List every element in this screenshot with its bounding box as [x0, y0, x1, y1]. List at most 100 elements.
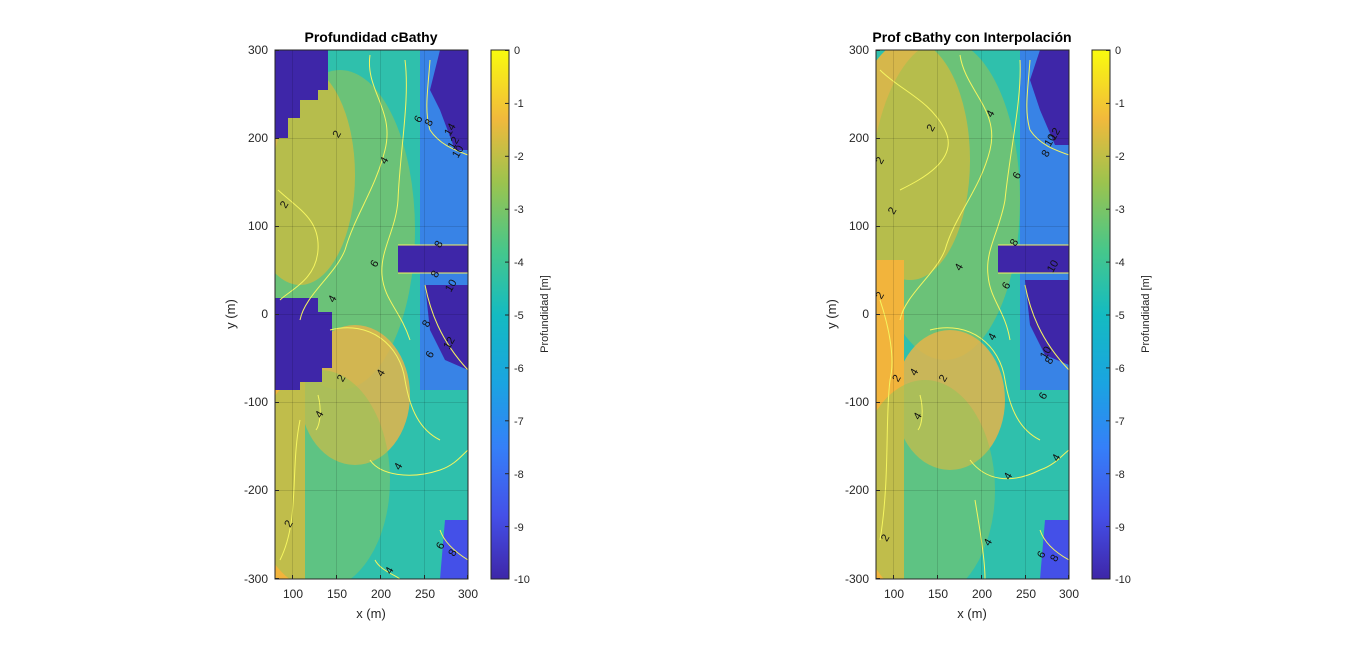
- mid-zone-south: [275, 370, 390, 579]
- y-axis-label: y (m): [824, 299, 839, 329]
- x-tick-label: 300: [458, 587, 478, 601]
- x-tick-label: 250: [415, 587, 435, 601]
- contour-lines: [879, 54, 1069, 579]
- contour-label: 4: [383, 565, 396, 576]
- contour-label: 6: [1037, 390, 1050, 401]
- contour-label: 4: [908, 367, 921, 378]
- contour-label: 4: [374, 368, 387, 379]
- contour-label: 12: [1047, 126, 1064, 143]
- colorbar-tick-label: -3: [514, 204, 524, 216]
- x-axis: 100 150 200 250 300 x (m): [884, 575, 1079, 621]
- y-tick-label: -300: [244, 572, 268, 586]
- x-axis-label: x (m): [356, 606, 386, 621]
- contour-label: 10: [443, 278, 460, 295]
- contour-label: 4: [1050, 452, 1063, 463]
- masked-no-data-center: [275, 298, 332, 390]
- colorbar-tick-label: -3: [1115, 204, 1125, 216]
- y-tick-label: 0: [261, 307, 268, 321]
- x-tick-label: 100: [884, 587, 904, 601]
- contour-line: [439, 529, 468, 561]
- contour-label: 8: [432, 239, 445, 250]
- y-tick-label: -300: [845, 572, 869, 586]
- colorbar-tick-label: -2: [1115, 151, 1125, 163]
- contour-label: 8: [429, 269, 442, 280]
- x-axis: 100 150 200 250 300 x (m): [283, 575, 478, 621]
- contour-label: 6: [412, 114, 425, 125]
- colorbar-tick-label: -2: [514, 151, 524, 163]
- deep-pocket-ne: [1030, 50, 1069, 145]
- plot-title: Profundidad cBathy: [304, 29, 437, 45]
- bathymetry-plot-interpolated: Prof cBathy con Interpolación: [824, 29, 1152, 621]
- contour-line: [277, 189, 319, 301]
- x-tick-label: 200: [371, 587, 391, 601]
- contour-line: [329, 327, 441, 441]
- x-tick-label: 300: [1059, 587, 1079, 601]
- x-tick-label: 100: [283, 587, 303, 601]
- grid-lines: [876, 50, 1069, 579]
- x-tick-label: 250: [1016, 587, 1036, 601]
- contour-line: [381, 59, 411, 341]
- colorbar-tick-label: -10: [1115, 574, 1131, 586]
- contour-label: 2: [278, 199, 291, 210]
- contour-line: [1024, 284, 1069, 371]
- y-tick-label: 200: [849, 131, 869, 145]
- contour-label: 4: [313, 409, 326, 420]
- contour-line: [987, 59, 1021, 341]
- y-tick-label: -100: [244, 395, 268, 409]
- contour-line: [369, 449, 468, 476]
- colorbar-tick-label: -7: [1115, 416, 1125, 428]
- colorbar-tick-label: -5: [514, 310, 524, 322]
- colorbar-tick-label: -7: [514, 416, 524, 428]
- colorbar-tick-label: -1: [1115, 98, 1125, 110]
- contour-label: 4: [986, 331, 999, 342]
- contour-line: [426, 59, 468, 156]
- contour-label: 8: [420, 318, 433, 329]
- contour-label: 6: [424, 349, 437, 360]
- x-tick-label: 150: [928, 587, 948, 601]
- x-axis-label: x (m): [957, 606, 987, 621]
- grid-lines: [275, 50, 468, 579]
- contour-label: 8: [1043, 355, 1056, 366]
- y-tick-label: 100: [248, 219, 268, 233]
- contour-label: 2: [331, 129, 344, 140]
- deep-pocket-east: [425, 285, 468, 370]
- mid-zone-north: [876, 50, 1020, 360]
- plot-title: Prof cBathy con Interpolación: [872, 29, 1071, 45]
- contour-label: 10: [1045, 258, 1062, 275]
- colorbar-tick-label: 0: [514, 45, 520, 57]
- contour-line: [879, 69, 949, 191]
- contour-label: 4: [378, 155, 391, 166]
- contour-label: 2: [874, 155, 887, 166]
- colorbar-tick-label: 0: [1115, 45, 1121, 57]
- contour-lines: [277, 54, 468, 579]
- contour-line: [929, 327, 1041, 441]
- contour-label: 2: [874, 290, 887, 301]
- y-tick-label: -100: [845, 395, 869, 409]
- contour-label: 2: [925, 122, 938, 133]
- contour-label: 10: [1042, 132, 1059, 149]
- y-tick-label: -200: [845, 483, 869, 497]
- colorbar: 0 -1 -2 -3 -4 -5 -6 -7 -8 -9 -10 Profund…: [490, 45, 551, 586]
- contour-label: 2: [886, 205, 899, 216]
- contour-label: 10: [1038, 345, 1055, 362]
- colorbar-tick-label: -9: [1115, 522, 1125, 534]
- y-tick-label: -200: [244, 483, 268, 497]
- colorbar-label: Profundidad [m]: [539, 275, 551, 353]
- contour-label: 2: [890, 373, 903, 384]
- y-tick-label: 100: [849, 219, 869, 233]
- contour-line: [974, 499, 986, 579]
- y-tick-label: 300: [849, 43, 869, 57]
- colorbar: 0 -1 -2 -3 -4 -5 -6 -7 -8 -9 -10 Profund…: [1091, 45, 1152, 586]
- contour-label: 8: [423, 117, 436, 128]
- y-tick-label: 0: [862, 307, 869, 321]
- contour-line: [899, 54, 993, 321]
- colorbar-tick-label: -5: [1115, 310, 1125, 322]
- contour-label: 4: [953, 262, 966, 273]
- contour-label: 4: [1002, 471, 1015, 482]
- contour-label: 4: [982, 537, 995, 548]
- contour-line: [299, 54, 388, 321]
- bathymetry-plot-cbathy: Profundidad cBathy: [223, 29, 551, 621]
- contour-line: [374, 559, 401, 579]
